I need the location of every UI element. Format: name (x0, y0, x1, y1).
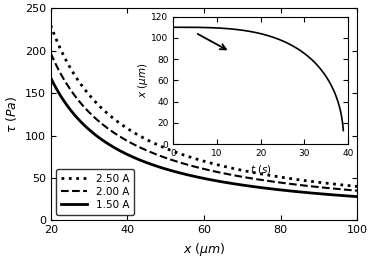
Legend: 2.50 A, 2.00 A, 1.50 A: 2.50 A, 2.00 A, 1.50 A (56, 168, 134, 215)
X-axis label: $x\ (\mu m)$: $x\ (\mu m)$ (183, 241, 225, 258)
Y-axis label: $\tau\ (Pa)$: $\tau\ (Pa)$ (4, 96, 19, 133)
